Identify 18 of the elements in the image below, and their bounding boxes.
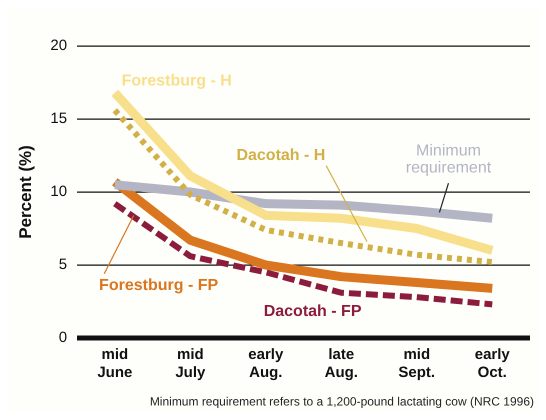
text: Minimum requirement refers to a 1,200-pound lactating cow (NRC 1996) (150, 394, 534, 408)
x-tick-label: mid June (97, 346, 132, 382)
y-tick-label: 10 (50, 183, 68, 200)
y-tick-label: 15 (50, 110, 68, 128)
series-label: Dacotah - FP (264, 303, 362, 320)
y-tick-label: 0 (58, 329, 68, 346)
series-label: Forestburg - FP (99, 276, 218, 294)
series-label: Forestburg - H (122, 72, 232, 90)
text: Dacotah - H (236, 146, 326, 164)
text: Minimum requirement (406, 142, 492, 177)
x-tick-label: early Aug. (248, 346, 284, 382)
y-axis-title: Percent (%) (16, 145, 35, 239)
x-tick-label: mid July (175, 346, 206, 382)
x-tick-label: early Oct. (474, 346, 510, 382)
x-tick-label: late Aug. (324, 346, 358, 382)
x-tick-label: mid Sept. (398, 346, 436, 382)
y-tick-label: 20 (50, 37, 68, 54)
y-tick-label: 5 (58, 256, 68, 274)
